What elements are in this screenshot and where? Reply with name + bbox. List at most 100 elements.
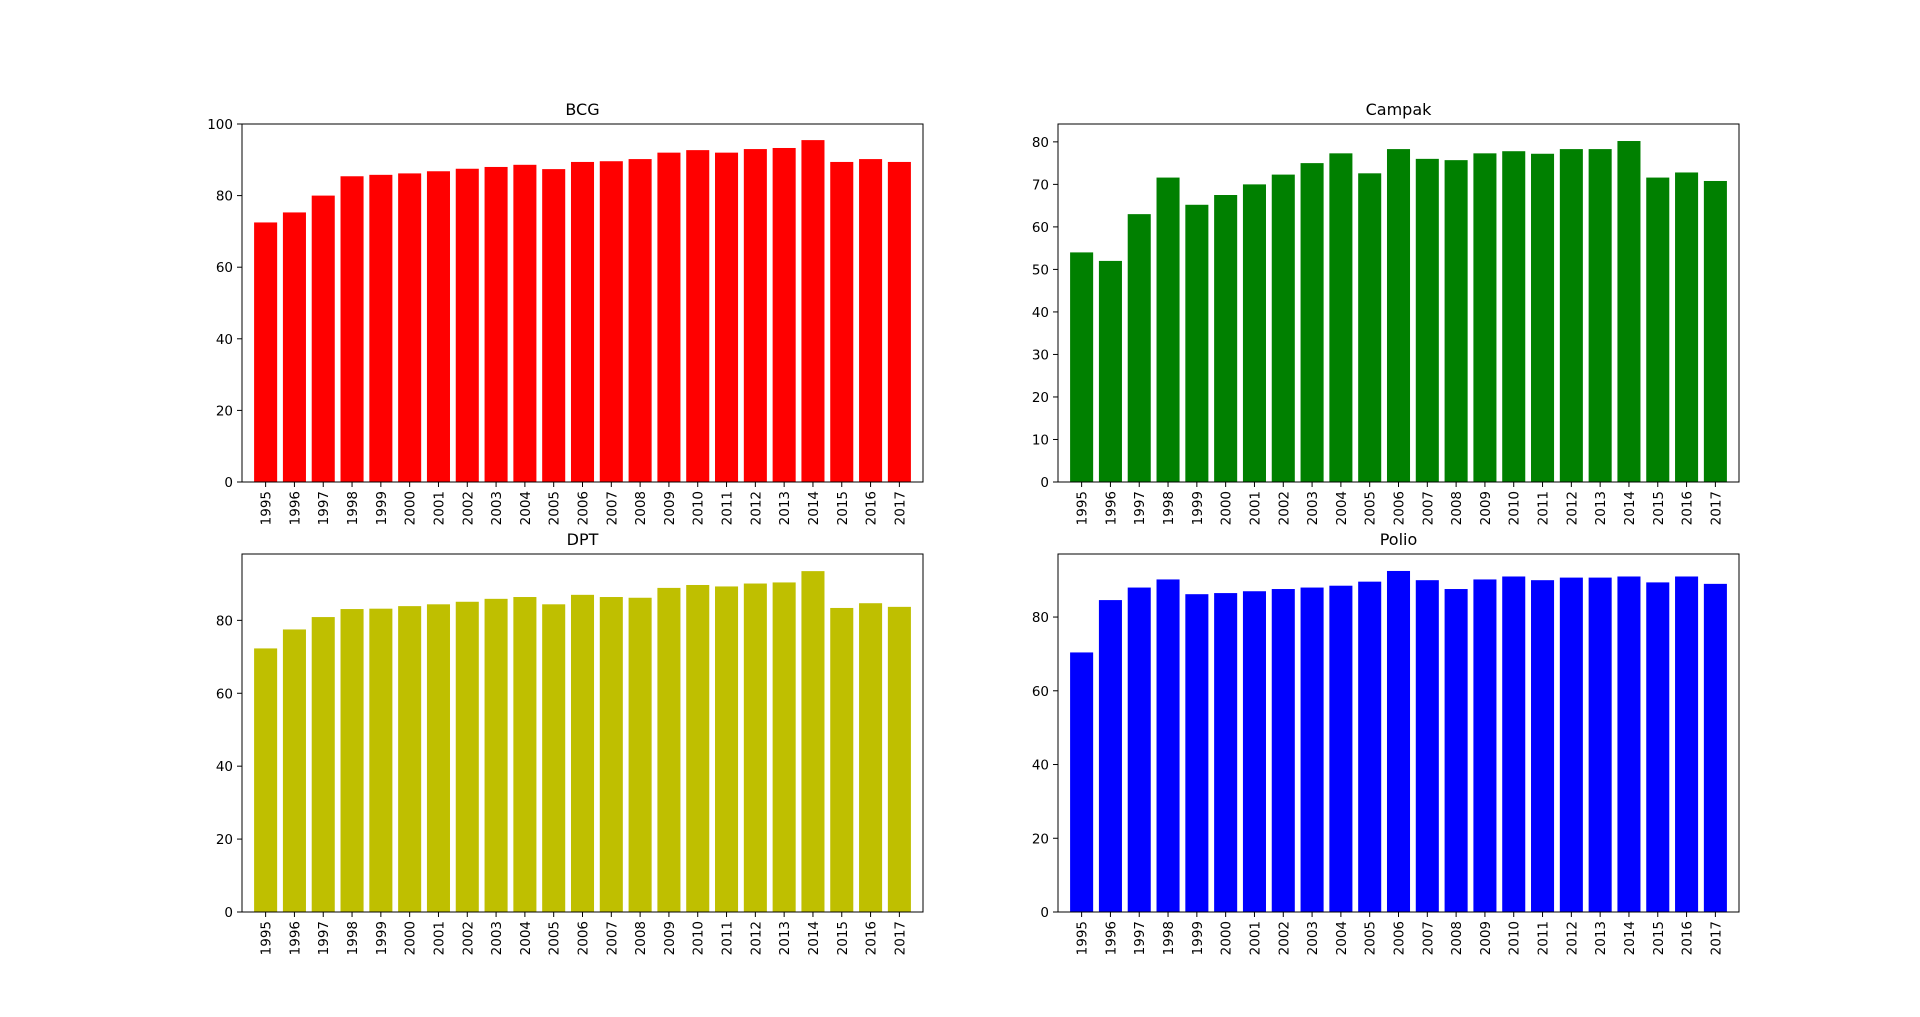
campak-bar-2000 (1214, 195, 1238, 482)
dpt-ytick-label: 0 (224, 905, 233, 921)
dpt-xtick-label: 2003 (489, 921, 505, 955)
polio-ytick-label: 0 (1040, 905, 1049, 921)
dpt-bar-2009 (657, 587, 681, 912)
campak-bar-2012 (1559, 149, 1583, 482)
polio-ytick-label: 60 (1032, 684, 1049, 700)
campak-bar-1996 (1098, 260, 1122, 482)
bcg-xtick-label: 2003 (489, 491, 505, 525)
dpt-bar-2017 (887, 606, 911, 912)
campak-xtick-label: 2004 (1334, 491, 1350, 525)
bcg-bar-2011 (715, 152, 739, 482)
bcg-bar-1998 (340, 176, 364, 482)
campak-bar-2011 (1531, 153, 1555, 482)
polio-bar-2002 (1271, 589, 1295, 912)
dpt-xtick-label: 2014 (806, 921, 822, 955)
dpt-xtick-label: 1995 (259, 921, 275, 955)
polio-bar-1996 (1098, 600, 1122, 912)
polio-bar-2016 (1675, 576, 1699, 912)
bcg-ytick-label: 0 (224, 475, 233, 491)
bcg-xtick-label: 2009 (662, 491, 678, 525)
campak-bar-2013 (1588, 149, 1612, 482)
campak-xtick-label: 1995 (1075, 491, 1091, 525)
dpt-ytick-label: 80 (216, 613, 233, 629)
bcg-subplot: 0 20 40 60 80 100 1995 1996 1997 1998 1999 2000 2001… (207, 100, 924, 525)
dpt-xtick-label: 2005 (547, 921, 563, 955)
bcg-xtick-label: 2000 (403, 491, 419, 525)
campak-bar-2010 (1502, 151, 1526, 482)
campak-xtick-label: 2001 (1247, 491, 1263, 525)
campak-xtick-label: 2014 (1622, 491, 1638, 525)
polio-xtick-label: 2008 (1449, 921, 1465, 955)
polio-title: Polio (1380, 530, 1418, 549)
campak-bar-1997 (1127, 214, 1151, 482)
bcg-bar-2004 (513, 164, 537, 482)
polio-bar-2007 (1415, 580, 1439, 912)
campak-bar-2003 (1300, 163, 1324, 482)
dpt-bar-2012 (743, 583, 767, 912)
polio-xtick-label: 2016 (1680, 921, 1696, 955)
campak-xtick-label: 1996 (1103, 491, 1119, 525)
bcg-bar-2008 (628, 159, 652, 482)
campak-bar-2008 (1444, 160, 1468, 482)
campak-bar-2001 (1242, 184, 1266, 482)
dpt-xtick-label: 2010 (691, 921, 707, 955)
bcg-ytick-label: 40 (216, 332, 233, 348)
polio-xtick-label: 2011 (1536, 921, 1552, 955)
bcg-bar-2014 (801, 140, 825, 483)
campak-xtick-label: 2016 (1680, 491, 1696, 525)
campak-ytick-label: 10 (1032, 432, 1049, 448)
dpt-xtick-label: 2000 (403, 921, 419, 955)
campak-xtick-label: 2015 (1651, 491, 1667, 525)
polio-bar-2013 (1588, 577, 1612, 912)
dpt-xtick-label: 2009 (662, 921, 678, 955)
campak-bar-2004 (1329, 153, 1353, 482)
polio-bar-2004 (1329, 585, 1353, 912)
bcg-bar-2007 (599, 161, 623, 483)
dpt-bar-2010 (686, 584, 710, 912)
polio-bar-2005 (1358, 581, 1382, 912)
dpt-xtick-label: 2004 (518, 921, 534, 955)
dpt-bar-2001 (426, 604, 450, 912)
bcg-bar-2001 (426, 171, 450, 482)
bcg-xtick-label: 2005 (547, 491, 563, 525)
bcg-xtick-label: 2007 (604, 491, 620, 525)
polio-xtick-label: 2012 (1564, 921, 1580, 955)
bcg-bar-2002 (455, 168, 479, 482)
campak-ytick-label: 60 (1032, 220, 1049, 236)
campak-xtick-label: 2002 (1276, 491, 1292, 525)
bcg-bar-1999 (369, 174, 393, 482)
polio-bar-1997 (1127, 587, 1151, 912)
campak-ytick-label: 80 (1032, 135, 1049, 151)
bcg-bar-2012 (743, 149, 767, 482)
polio-xtick-label: 2013 (1593, 921, 1609, 955)
dpt-xtick-label: 2016 (864, 921, 880, 955)
polio-bar-2017 (1703, 583, 1727, 912)
bcg-xtick-label: 1996 (287, 491, 303, 525)
polio-bar-2011 (1531, 580, 1555, 912)
dpt-xtick-label: 2007 (604, 921, 620, 955)
polio-xtick-label: 1998 (1161, 921, 1177, 955)
bcg-ytick-label: 80 (216, 189, 233, 205)
campak-bar-1999 (1185, 204, 1209, 482)
bcg-xtick-label: 2012 (748, 491, 764, 525)
dpt-xtick-label: 1998 (345, 921, 361, 955)
dpt-bar-1995 (254, 648, 278, 912)
polio-xtick-label: 2005 (1363, 921, 1379, 955)
polio-bar-1995 (1070, 652, 1094, 912)
polio-bar-1999 (1185, 594, 1209, 912)
polio-bar-2014 (1617, 576, 1641, 912)
campak-bar-2005 (1358, 173, 1382, 482)
dpt-xtick-label: 1997 (316, 921, 332, 955)
polio-xtick-label: 2007 (1420, 921, 1436, 955)
polio-ytick-label: 80 (1032, 610, 1049, 626)
dpt-bar-2011 (715, 586, 739, 912)
dpt-xtick-label: 2013 (777, 921, 793, 955)
campak-xtick-label: 2006 (1392, 491, 1408, 525)
polio-xtick-label: 2014 (1622, 921, 1638, 955)
campak-xtick-label: 2007 (1420, 491, 1436, 525)
campak-ytick-label: 40 (1032, 305, 1049, 321)
dpt-xtick-label: 2008 (633, 921, 649, 955)
campak-bar-2006 (1386, 149, 1411, 482)
bcg-title: BCG (565, 100, 599, 119)
dpt-bar-2015 (830, 607, 854, 912)
